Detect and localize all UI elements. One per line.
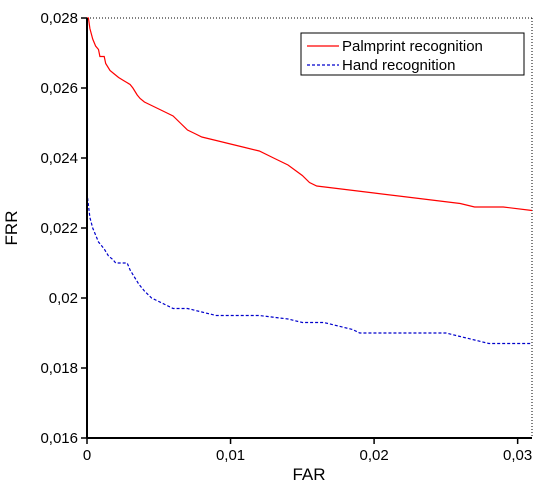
y-tick-label: 0,016 xyxy=(40,430,78,447)
legend: Palmprint recognition Hand recognition xyxy=(300,32,525,76)
y-tick-label: 0,022 xyxy=(40,220,78,237)
y-tick-label: 0,024 xyxy=(40,150,78,167)
x-tick-label: 0,01 xyxy=(216,447,245,464)
legend-box xyxy=(300,32,525,76)
legend-label-hand: Hand recognition xyxy=(342,57,455,74)
x-tick-label: 0,02 xyxy=(359,447,388,464)
x-axis-title: FAR xyxy=(292,465,325,484)
y-axis-title: FRR xyxy=(2,211,21,246)
y-tick-label: 0,02 xyxy=(49,290,78,307)
series-line-palmprint-recognition xyxy=(87,17,533,212)
y-tick-label: 0,018 xyxy=(40,360,78,377)
series-line-hand-recognition xyxy=(86,192,532,345)
series-layer xyxy=(86,17,533,345)
y-tick-label: 0,028 xyxy=(40,10,78,27)
x-tick-label: 0 xyxy=(83,447,91,464)
y-tick-label: 0,026 xyxy=(40,80,78,97)
legend-label-palmprint: Palmprint recognition xyxy=(342,38,483,55)
tick-layer: 0 0,01 0,02 0,03 0,016 0,018 0,02 0,022 0,024 0,0… xyxy=(40,10,532,464)
x-tick-label: 0,03 xyxy=(503,447,532,464)
